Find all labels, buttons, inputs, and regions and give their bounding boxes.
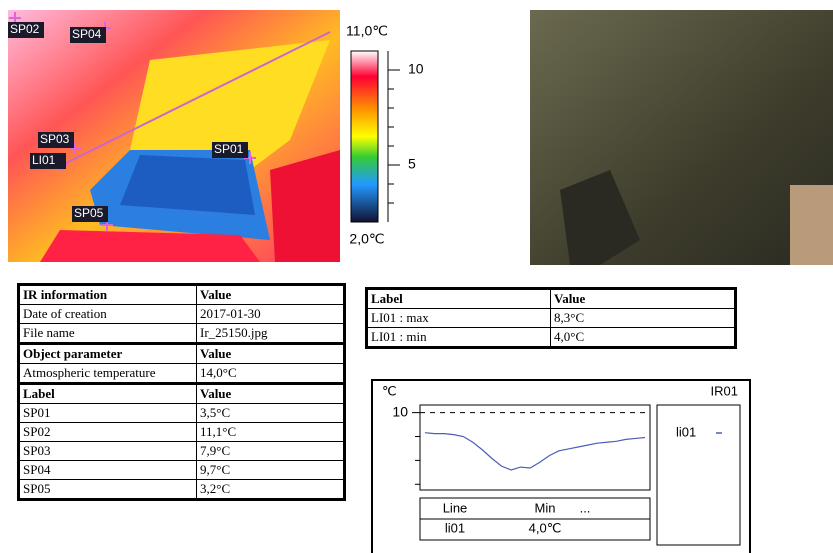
table-cell: Date of creation xyxy=(19,305,197,324)
colorbar xyxy=(351,51,378,222)
chart-table-header: Line xyxy=(443,500,468,515)
table-cell: Label xyxy=(19,384,197,404)
spot-label: SP04 xyxy=(72,27,102,41)
table-cell: 11,1°C xyxy=(197,423,345,442)
table-cell: SP03 xyxy=(19,442,197,461)
chart-table-cell: li01 xyxy=(445,520,465,535)
chart-title: IR01 xyxy=(711,383,738,398)
table-cell: Value xyxy=(197,384,345,404)
legend-box xyxy=(657,405,740,545)
table-cell: 2017-01-30 xyxy=(197,305,345,324)
table-cell: 3,5°C xyxy=(197,404,345,423)
table-cell: SP02 xyxy=(19,423,197,442)
spot-label: SP03 xyxy=(40,132,70,146)
table-cell: 4,0°C xyxy=(551,328,736,348)
spot-label: SP02 xyxy=(10,22,40,36)
table-cell: Atmospheric temperature xyxy=(19,364,197,384)
table-cell: 8,3°C xyxy=(551,309,736,328)
table-cell: 9,7°C xyxy=(197,461,345,480)
table-cell: Object parameter xyxy=(19,344,197,364)
colorbar-tick-label: 5 xyxy=(408,156,416,172)
table-cell: Label xyxy=(367,289,551,309)
colorbar-min: 2,0℃ xyxy=(349,231,384,247)
table-cell: 14,0°C xyxy=(197,364,345,384)
colorbar-tick-label: 10 xyxy=(408,61,424,77)
y-tick-label: 10 xyxy=(392,403,408,419)
chart-table-header: Min xyxy=(535,500,556,515)
chart-table-cell: 4,0℃ xyxy=(529,520,562,535)
spot-label: SP05 xyxy=(74,206,104,220)
colorbar-max: 11,0℃ xyxy=(346,23,388,39)
y-unit: ℃ xyxy=(382,383,397,398)
spot-label: LI01 xyxy=(32,153,56,167)
plot-area xyxy=(420,405,650,490)
profile-chart: 10 li01 Line Min... li01 4,0℃ xyxy=(392,403,722,535)
table-cell: Ir_25150.jpg xyxy=(197,324,345,344)
table-cell: 7,9°C xyxy=(197,442,345,461)
spot-label: SP01 xyxy=(214,142,244,156)
table-cell: Value xyxy=(551,289,736,309)
legend-label: li01 xyxy=(676,424,696,439)
table-cell: IR information xyxy=(19,285,197,305)
table-cell: LI01 : max xyxy=(367,309,551,328)
colorbar-ticks: 10 5 xyxy=(388,51,424,222)
chart-table-header: ... xyxy=(580,500,591,515)
photo-box xyxy=(790,185,833,265)
table-cell: SP05 xyxy=(19,480,197,500)
table-cell: 3,2°C xyxy=(197,480,345,500)
table-cell: LI01 : min xyxy=(367,328,551,348)
table-cell: Value xyxy=(197,285,345,305)
table-cell: SP04 xyxy=(19,461,197,480)
table-cell: Value xyxy=(197,344,345,364)
table-cell: SP01 xyxy=(19,404,197,423)
report-page: {"thermal_image": {"labels": ["SP02", "S… xyxy=(0,0,833,553)
series-line xyxy=(425,433,645,470)
table-cell: File name xyxy=(19,324,197,344)
